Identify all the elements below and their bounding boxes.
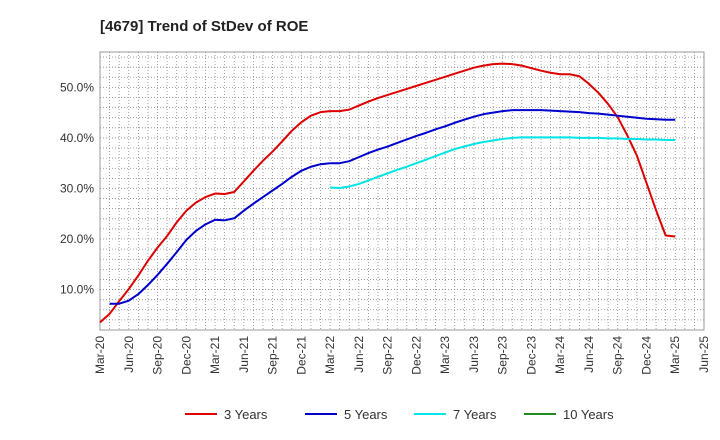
x-tick-label: Jun-25 [697, 336, 711, 373]
x-tick-label: Sep-21 [266, 336, 280, 375]
x-tick-label: Mar-23 [438, 336, 452, 374]
series-layer [99, 62, 676, 324]
legend-label: 3 Years [224, 407, 268, 422]
x-tick-label: Dec-21 [294, 336, 308, 375]
x-tick-label: Sep-20 [151, 336, 165, 375]
plot-area [100, 52, 704, 330]
x-tick-label: Dec-23 [524, 336, 538, 375]
y-axis-ticks: 10.0% 20.0% 30.0% 40.0% 50.0% [60, 80, 94, 296]
x-axis-ticks: Mar-20 Jun-20 Sep-20 Dec-20 Mar-21 Jun-21 Sep-… [93, 336, 711, 375]
legend-label: 10 Years [563, 407, 614, 422]
x-tick-label: Dec-20 [179, 336, 193, 375]
legend-label: 7 Years [453, 407, 497, 422]
series-line-7-years [330, 136, 676, 189]
x-tick-label: Jun-24 [582, 336, 596, 373]
legend: 3 Years 5 Years 7 Years 10 Years [185, 407, 614, 422]
x-tick-label: Jun-22 [352, 336, 366, 373]
x-tick-label: Mar-21 [208, 336, 222, 374]
y-tick-label: 50.0% [60, 80, 94, 94]
x-tick-label: Dec-24 [639, 336, 653, 375]
x-tick-label: Sep-22 [381, 336, 395, 375]
series-line-3-years [99, 62, 676, 324]
x-tick-label: Dec-22 [409, 336, 423, 375]
x-tick-label: Jun-20 [122, 336, 136, 373]
plot-frame [99, 51, 705, 331]
x-tick-label: Sep-23 [496, 336, 510, 375]
chart-title: [4679] Trend of StDev of ROE [100, 18, 308, 35]
x-tick-label: Mar-22 [323, 336, 337, 374]
x-tick-label: Jun-23 [467, 336, 481, 373]
x-tick-label: Sep-24 [611, 336, 625, 375]
y-tick-label: 30.0% [60, 181, 94, 195]
x-tick-label: Mar-24 [553, 336, 567, 374]
y-tick-label: 10.0% [60, 283, 94, 297]
x-tick-label: Mar-20 [93, 336, 107, 374]
series-line-5-years [109, 109, 676, 305]
y-tick-label: 20.0% [60, 232, 94, 246]
x-tick-label: Jun-21 [237, 336, 251, 373]
y-tick-label: 40.0% [60, 131, 94, 145]
legend-label: 5 Years [344, 407, 388, 422]
x-tick-label: Mar-25 [668, 336, 682, 374]
grid [99, 52, 705, 330]
